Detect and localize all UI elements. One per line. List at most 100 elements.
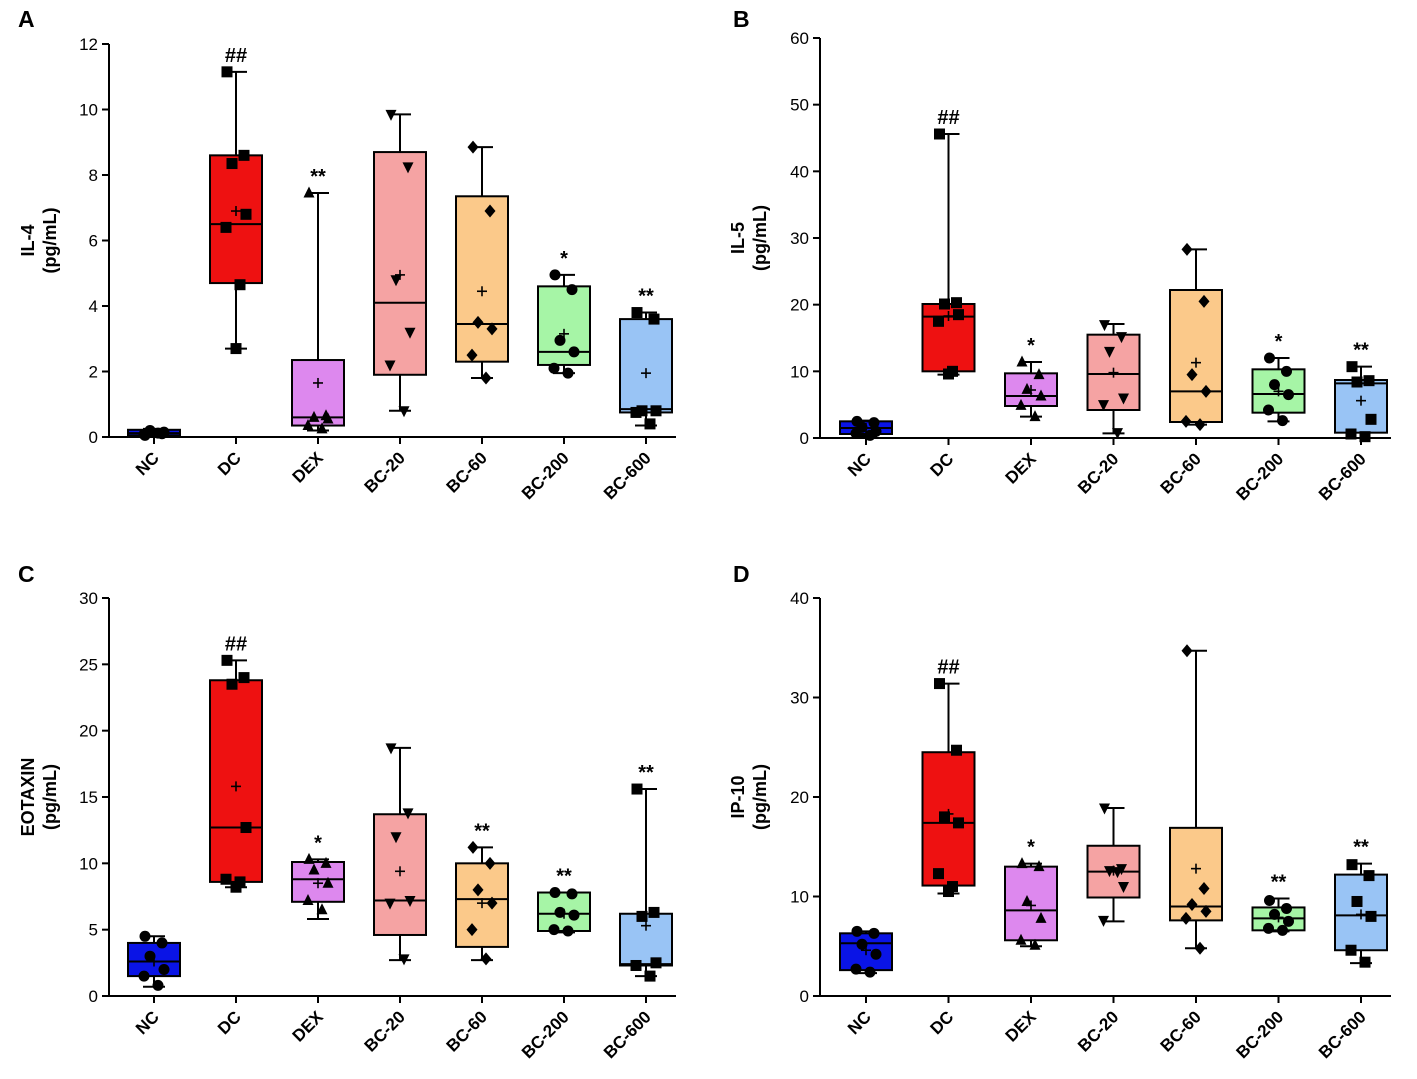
data-point [636, 405, 648, 417]
data-point [238, 672, 250, 684]
data-point [1180, 911, 1192, 925]
data-point [1281, 902, 1292, 914]
data-point [1015, 398, 1027, 410]
box-group-bc-200: * [1251, 331, 1306, 427]
data-point [630, 959, 642, 971]
box-group-nc [839, 415, 893, 441]
y-axis-unit: (pg/mL) [750, 205, 770, 271]
box-group-dex: ** [291, 166, 345, 434]
box [209, 154, 263, 285]
panel-label: C [18, 561, 35, 587]
significance-label: * [1027, 837, 1035, 859]
data-point [549, 269, 561, 281]
data-point [648, 313, 660, 325]
data-point [1033, 368, 1045, 380]
box-group-nc [127, 930, 181, 991]
y-axis-unit: (pg/mL) [40, 764, 60, 830]
box-group-bc-60 [1169, 644, 1223, 955]
x-tick-label: DEX [289, 1007, 328, 1046]
y-tick-label: 30 [79, 589, 98, 608]
data-point [1283, 915, 1294, 927]
data-point [1363, 375, 1375, 387]
data-point [554, 906, 566, 918]
y-tick-label: 6 [89, 232, 98, 251]
y-tick-label: 50 [790, 96, 809, 115]
y-tick-label: 40 [790, 589, 809, 608]
x-tick-label: BC-600 [600, 1007, 655, 1062]
box-group-bc-20 [1086, 803, 1141, 927]
data-point [398, 954, 410, 966]
x-tick-label: NC [132, 448, 163, 479]
panel-a: A 0 2 4 6 8 10 12 IL-4 (pg/mL) NC ## DC ** DEX BC-20 BC-… [18, 6, 676, 503]
data-point [850, 963, 862, 975]
data-point [850, 427, 862, 439]
data-point [220, 873, 232, 885]
data-point [1194, 941, 1206, 955]
box-group-dex: * [1004, 837, 1058, 950]
data-point [548, 362, 560, 374]
data-point [648, 906, 660, 918]
data-point [240, 208, 252, 220]
x-tick-label: BC-600 [600, 448, 655, 503]
box-group-dex: * [291, 832, 345, 921]
data-point [1098, 400, 1109, 412]
data-point [1277, 924, 1288, 936]
data-point [1118, 393, 1129, 405]
significance-label: ** [474, 820, 490, 842]
data-point [390, 832, 402, 844]
data-point [566, 888, 578, 900]
y-tick-label: 10 [790, 362, 809, 381]
y-tick-label: 40 [790, 162, 809, 181]
box [1004, 372, 1058, 408]
data-point [864, 429, 876, 441]
data-point [1186, 897, 1198, 911]
data-point [1116, 332, 1127, 344]
y-tick-label: 5 [89, 921, 98, 940]
x-tick-label: DC [214, 1007, 245, 1038]
data-point [234, 279, 246, 291]
data-point [322, 876, 334, 888]
data-point [402, 808, 414, 820]
data-point [156, 937, 168, 949]
y-tick-label: 20 [790, 296, 809, 315]
x-tick-label: NC [132, 1007, 163, 1038]
box-group-bc-20 [373, 743, 427, 966]
significance-label: ** [638, 762, 654, 784]
data-point [1033, 860, 1045, 872]
y-tick-label: 8 [89, 166, 98, 185]
data-point [630, 406, 642, 418]
data-point [308, 410, 320, 422]
x-tick-label: BC-60 [443, 448, 491, 496]
box-group-bc-60 [1169, 242, 1223, 432]
data-point [221, 66, 233, 78]
x-tick-label: BC-20 [361, 1007, 409, 1055]
x-tick-label: NC [844, 449, 875, 480]
x-tick-label: BC-200 [1232, 449, 1287, 504]
data-point [1283, 389, 1294, 401]
data-point [1198, 882, 1210, 896]
data-point [308, 863, 320, 875]
significance-label: ** [1353, 340, 1369, 362]
y-tick-label: 10 [79, 101, 98, 120]
data-point [1035, 389, 1047, 401]
x-tick-label: DC [927, 449, 958, 480]
x-tick-label: BC-200 [1232, 1007, 1287, 1062]
box [619, 318, 673, 414]
y-tick-label: 20 [790, 788, 809, 807]
data-point [939, 298, 950, 310]
data-point [230, 881, 242, 893]
data-point [644, 418, 656, 430]
data-point [870, 948, 882, 960]
x-tick-label: DEX [1002, 1007, 1041, 1046]
data-point [385, 109, 397, 121]
data-point [472, 883, 484, 897]
box-group-nc [839, 925, 893, 978]
data-point [1345, 428, 1357, 440]
data-point [631, 783, 643, 795]
data-point [856, 938, 868, 950]
panel-b: B 0 10 20 30 40 50 60 IL-5 (pg/mL) NC ## DC * DEX BC-20… [728, 6, 1391, 504]
data-point [951, 744, 962, 756]
y-axis-title: EOTAXIN [18, 758, 38, 837]
data-point [1363, 870, 1375, 882]
y-tick-label: 2 [89, 363, 98, 382]
